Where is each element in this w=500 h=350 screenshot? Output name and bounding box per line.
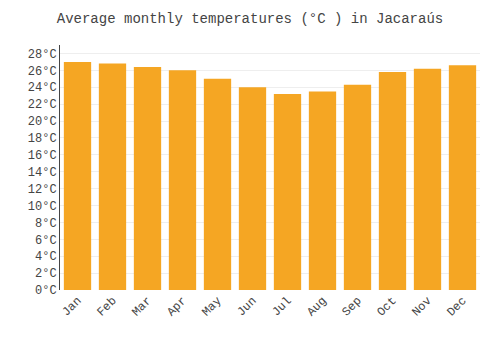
svg-text:28°C: 28°C	[28, 48, 57, 62]
svg-text:May: May	[199, 294, 224, 319]
svg-text:18°C: 18°C	[28, 132, 57, 146]
svg-text:Mar: Mar	[129, 294, 154, 319]
svg-text:Average monthly temperatures (: Average monthly temperatures (°C ) in Ja…	[57, 11, 443, 27]
svg-text:4°C: 4°C	[35, 250, 57, 264]
svg-text:26°C: 26°C	[28, 65, 57, 79]
svg-text:Nov: Nov	[409, 294, 434, 319]
svg-text:0°C: 0°C	[35, 284, 57, 298]
svg-text:Aug: Aug	[304, 294, 329, 319]
svg-text:Jul: Jul	[269, 294, 294, 319]
svg-text:Jun: Jun	[234, 294, 259, 319]
svg-text:12°C: 12°C	[28, 183, 57, 197]
svg-text:24°C: 24°C	[28, 81, 57, 95]
svg-text:Feb: Feb	[94, 294, 119, 319]
svg-text:20°C: 20°C	[28, 115, 57, 129]
svg-text:8°C: 8°C	[35, 217, 57, 231]
svg-text:16°C: 16°C	[28, 149, 57, 163]
svg-text:14°C: 14°C	[28, 166, 57, 180]
svg-text:Jan: Jan	[59, 294, 84, 319]
svg-text:Apr: Apr	[164, 294, 189, 319]
svg-text:Sep: Sep	[339, 294, 364, 319]
svg-text:Dec: Dec	[444, 294, 469, 319]
svg-text:2°C: 2°C	[35, 267, 57, 281]
svg-text:6°C: 6°C	[35, 234, 57, 248]
svg-text:22°C: 22°C	[28, 98, 57, 112]
svg-text:Oct: Oct	[374, 294, 399, 319]
svg-text:10°C: 10°C	[28, 200, 57, 214]
